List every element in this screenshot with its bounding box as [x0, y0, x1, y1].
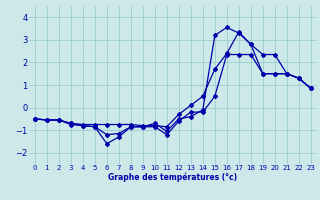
X-axis label: Graphe des températures (°c): Graphe des températures (°c) — [108, 173, 237, 182]
